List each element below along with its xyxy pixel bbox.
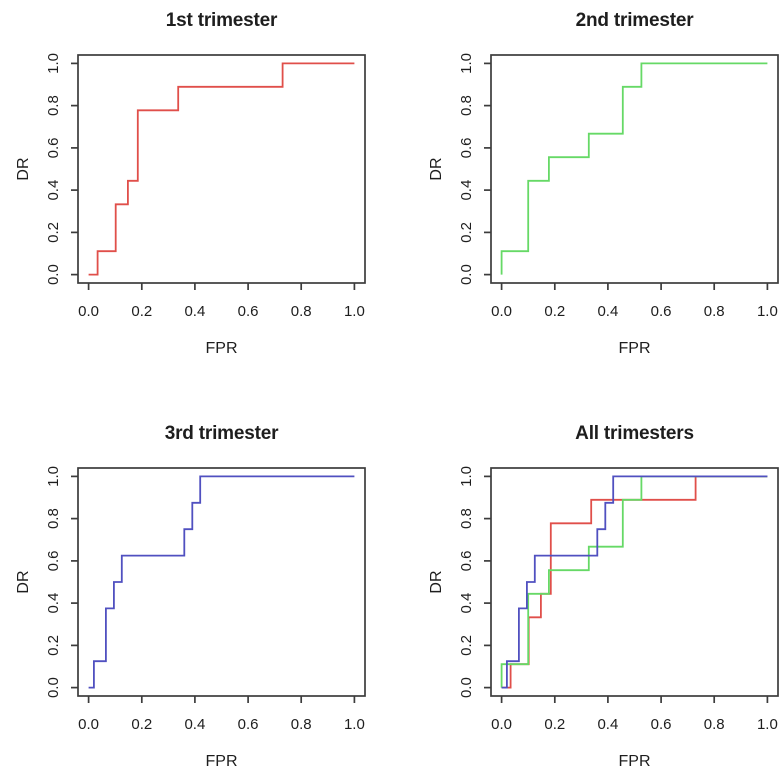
x-axis-label: FPR xyxy=(619,753,651,770)
x-tick-label: 1.0 xyxy=(344,303,365,320)
y-tick-label: 1.0 xyxy=(458,53,475,74)
x-tick-label: 0.8 xyxy=(291,303,312,320)
x-axis-label: FPR xyxy=(206,340,238,357)
x-tick-label: 0.6 xyxy=(651,716,672,733)
curves xyxy=(88,475,355,689)
curves xyxy=(500,475,768,689)
y-tick-label: 0.8 xyxy=(45,95,62,116)
plot-box xyxy=(490,467,779,697)
x-tick-label: 0.4 xyxy=(597,303,618,320)
roc-chart-3rd-trimester: 3rd trimester FPR DR 0.0 0.2 0.4 0.6 0.8 1.00… xyxy=(15,423,366,770)
y-tick-label: 0.0 xyxy=(458,677,475,698)
x-tick-label: 0.6 xyxy=(238,716,259,733)
x-tick-label: 0.2 xyxy=(131,716,152,733)
curves xyxy=(500,62,768,275)
y-axis-label: DR xyxy=(15,157,32,180)
y-tick-label: 0.2 xyxy=(458,635,475,656)
panel-title: 2nd trimester xyxy=(576,10,695,31)
y-tick-label: 0.2 xyxy=(45,222,62,243)
roc-chart-1st-trimester: 1st trimester FPR DR 0.0 0.2 0.4 0.6 0.8 1.00… xyxy=(15,10,366,357)
roc-curve-trimester2 xyxy=(500,475,768,688)
x-tick-label: 0.4 xyxy=(184,303,205,320)
x-tick-label: 0.0 xyxy=(491,716,512,733)
y-tick-label: 0.4 xyxy=(45,180,62,201)
y-tick-label: 0.8 xyxy=(45,508,62,529)
y-tick-label: 0.4 xyxy=(458,180,475,201)
y-tick-label: 1.0 xyxy=(458,466,475,487)
y-tick-label: 0.2 xyxy=(45,635,62,656)
y-tick-label: 0.6 xyxy=(45,550,62,571)
x-tick-label: 1.0 xyxy=(344,716,365,733)
axes: 0.0 0.2 0.4 0.6 0.8 1.0 0.0 0.2 0.4 0.6 0.8 1.0 xyxy=(458,466,779,733)
panel-2nd-trimester: 2nd trimester FPR DR 0.0 0.2 0.4 0.6 0.8 1.0 0… xyxy=(413,0,780,413)
y-axis-label: DR xyxy=(428,157,445,180)
roc-curve-trimester3 xyxy=(501,475,768,689)
x-tick-label: 0.2 xyxy=(544,303,565,320)
axes: 0.0 0.2 0.4 0.6 0.8 1.0 0.0 0.2 0.4 0.6 0.8 1.0 xyxy=(458,53,779,320)
panel-1st-trimester: 1st trimester FPR DR 0.0 0.2 0.4 0.6 0.8 1.0 0… xyxy=(0,0,413,413)
x-tick-label: 1.0 xyxy=(757,716,778,733)
plot-box xyxy=(77,54,366,284)
x-axis-label: FPR xyxy=(619,340,651,357)
axes: 0.0 0.2 0.4 0.6 0.8 1.0 0.0 0.2 0.4 0.6 0.8 1.0 xyxy=(45,466,366,733)
y-tick-label: 1.0 xyxy=(45,53,62,74)
x-tick-label: 0.4 xyxy=(184,716,205,733)
axes: 0.0 0.2 0.4 0.6 0.8 1.0 0.0 0.2 0.4 0.6 0.8 1.0 xyxy=(45,53,366,320)
x-tick-label: 0.0 xyxy=(78,716,99,733)
y-tick-label: 0.8 xyxy=(458,95,475,116)
roc-curve-trimester1 xyxy=(88,62,355,276)
panel-title: 1st trimester xyxy=(166,10,278,31)
y-tick-label: 0.0 xyxy=(45,677,62,698)
x-tick-label: 0.6 xyxy=(238,303,259,320)
panel-all-trimesters: All trimesters FPR DR 0.0 0.2 0.4 0.6 0.8 1.0… xyxy=(413,413,780,771)
x-tick-label: 0.0 xyxy=(78,303,99,320)
x-tick-label: 0.6 xyxy=(651,303,672,320)
x-tick-label: 0.8 xyxy=(704,716,725,733)
y-tick-label: 0.0 xyxy=(45,264,62,285)
y-tick-label: 0.6 xyxy=(458,137,475,158)
y-tick-label: 0.0 xyxy=(458,264,475,285)
plot-box xyxy=(490,54,779,284)
roc-curve-trimester2 xyxy=(500,62,768,275)
roc-chart-all-trimesters: All trimesters FPR DR 0.0 0.2 0.4 0.6 0.8 1.0… xyxy=(428,423,779,770)
x-tick-label: 1.0 xyxy=(757,303,778,320)
y-tick-label: 0.4 xyxy=(45,593,62,614)
y-tick-label: 1.0 xyxy=(45,466,62,487)
curves xyxy=(88,62,355,276)
y-tick-label: 0.2 xyxy=(458,222,475,243)
y-axis-label: DR xyxy=(428,570,445,593)
x-tick-label: 0.2 xyxy=(131,303,152,320)
y-tick-label: 0.6 xyxy=(458,550,475,571)
x-tick-label: 0.0 xyxy=(491,303,512,320)
panel-3rd-trimester: 3rd trimester FPR DR 0.0 0.2 0.4 0.6 0.8 1.0 0… xyxy=(0,413,413,771)
y-tick-label: 0.4 xyxy=(458,593,475,614)
panel-title: 3rd trimester xyxy=(165,423,279,444)
x-tick-label: 0.2 xyxy=(544,716,565,733)
roc-curve-trimester3 xyxy=(88,475,355,689)
y-tick-label: 0.8 xyxy=(458,508,475,529)
x-tick-label: 0.8 xyxy=(291,716,312,733)
x-axis-label: FPR xyxy=(206,753,238,770)
x-tick-label: 0.8 xyxy=(704,303,725,320)
panel-title: All trimesters xyxy=(575,423,694,444)
plot-box xyxy=(77,467,366,697)
y-axis-label: DR xyxy=(15,570,32,593)
roc-chart-2nd-trimester: 2nd trimester FPR DR 0.0 0.2 0.4 0.6 0.8 1.00… xyxy=(428,10,779,357)
y-tick-label: 0.6 xyxy=(45,137,62,158)
roc-curve-trimester1 xyxy=(501,475,768,689)
x-tick-label: 0.4 xyxy=(597,716,618,733)
